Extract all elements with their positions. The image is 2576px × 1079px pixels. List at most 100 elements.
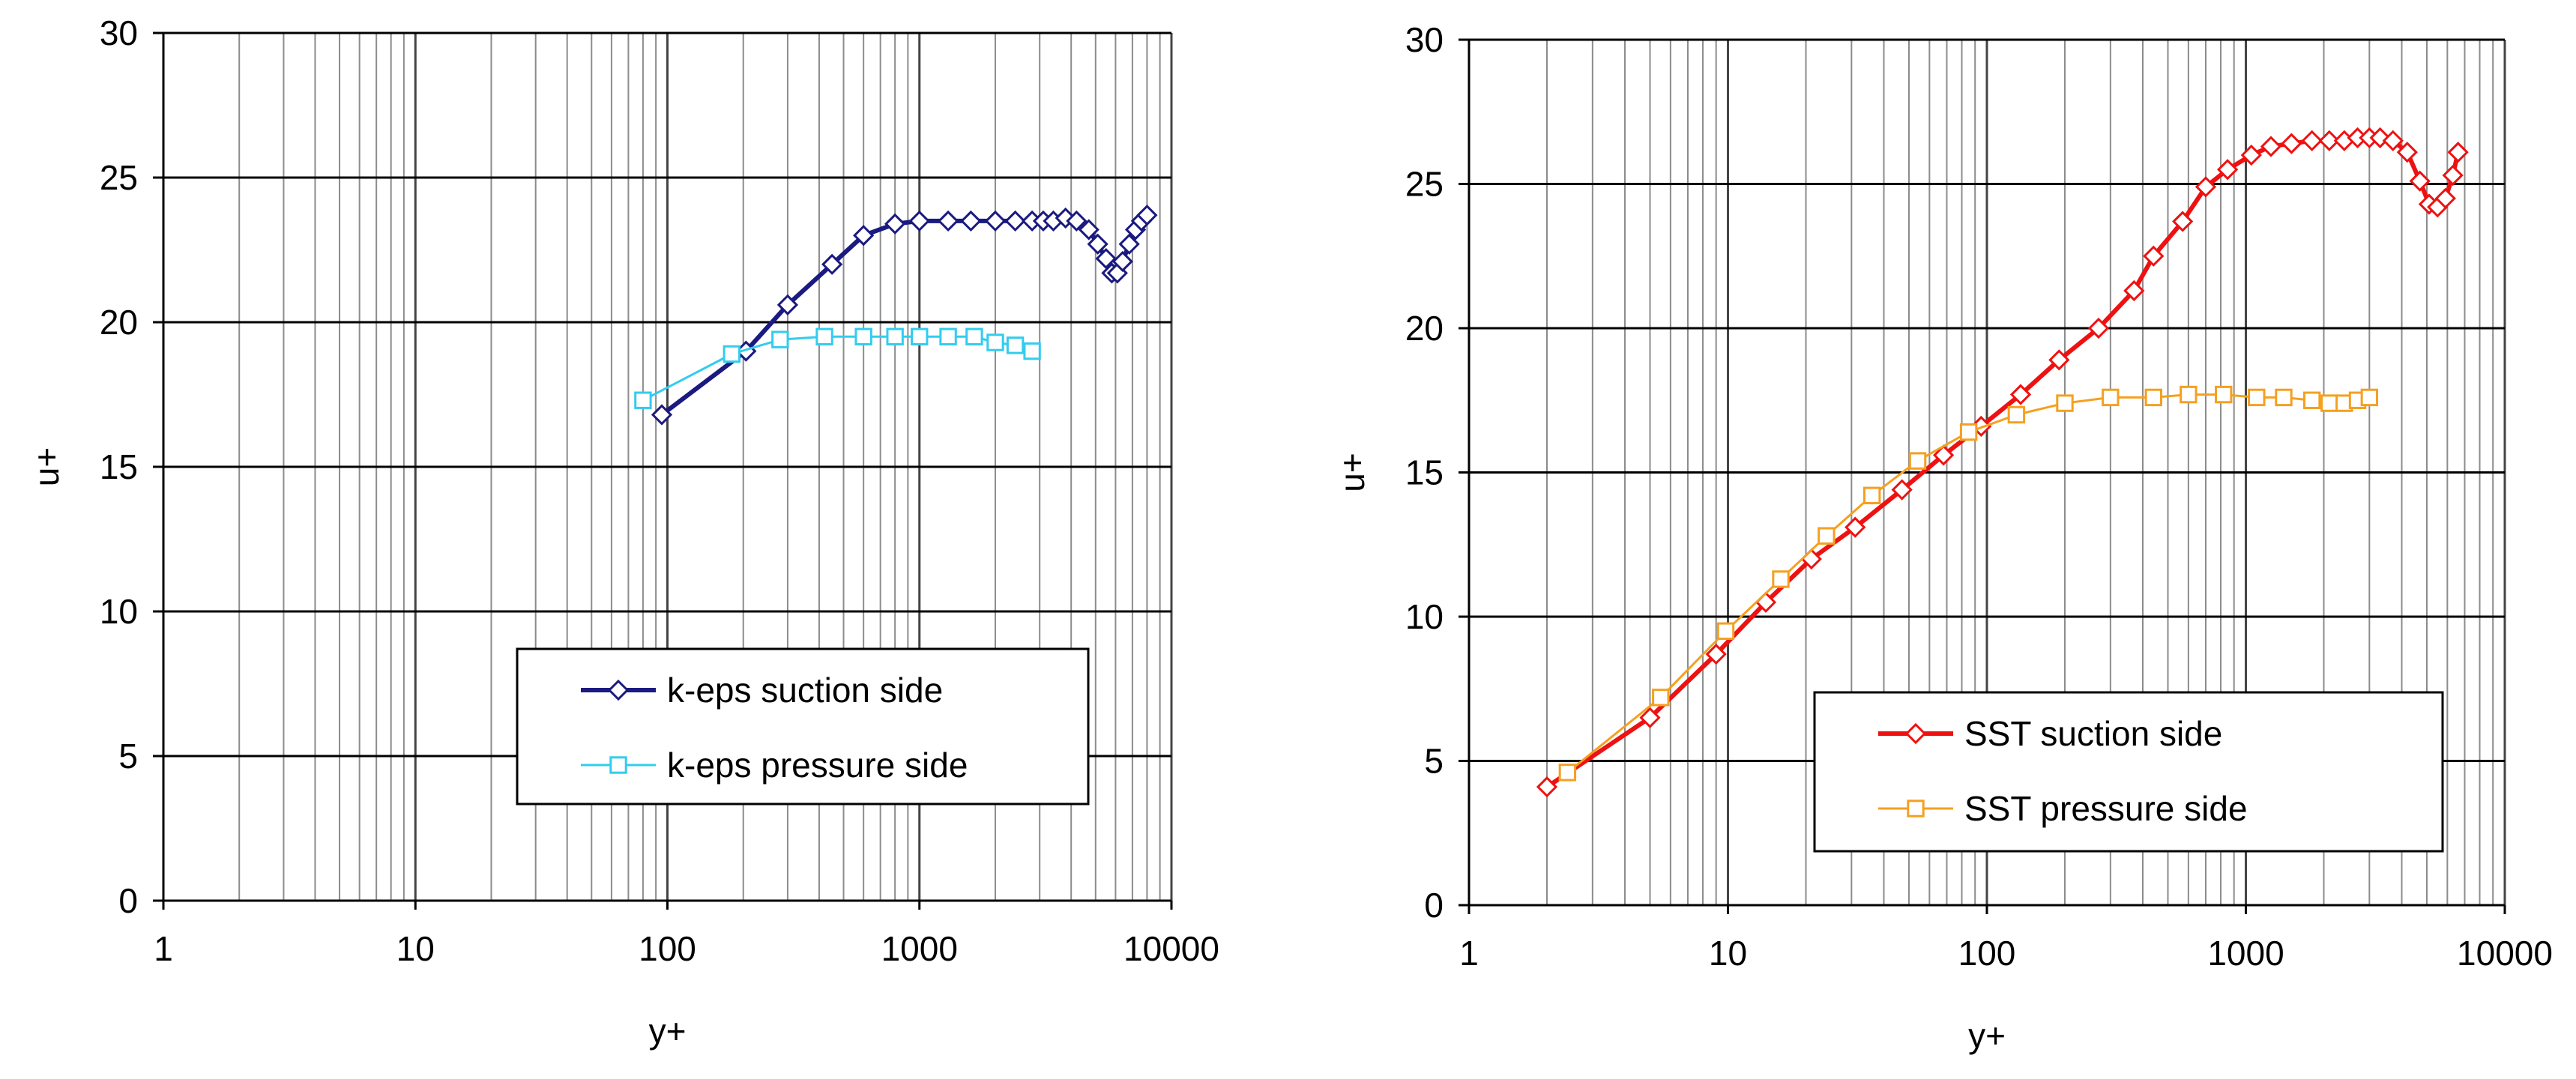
chart-2: 0 5 10 15 20 25 30 1 10 100 1000 10000 y+ u+ SST sucti… bbox=[1333, 20, 2553, 1055]
data-point bbox=[2318, 130, 2340, 151]
x-axis-label: y+ bbox=[1968, 1016, 2006, 1055]
data-point bbox=[911, 327, 929, 346]
data-point bbox=[1095, 247, 1117, 270]
data-point bbox=[1066, 210, 1088, 232]
x-tick-label: 100 bbox=[639, 929, 696, 968]
data-point bbox=[2048, 349, 2070, 371]
series-2 bbox=[634, 327, 1041, 409]
data-point bbox=[815, 327, 833, 346]
data-point bbox=[1536, 776, 1558, 798]
data-point bbox=[2442, 164, 2464, 187]
data-point bbox=[884, 213, 906, 235]
series-1 bbox=[1536, 127, 2469, 798]
x-tick-label: 1000 bbox=[2207, 934, 2284, 973]
legend-swatch-marker bbox=[609, 756, 627, 774]
data-point bbox=[2180, 385, 2198, 404]
data-point bbox=[1959, 423, 1978, 441]
data-point bbox=[1933, 444, 1955, 466]
legend-label: k-eps pressure side bbox=[667, 746, 968, 785]
data-point bbox=[1891, 479, 1913, 501]
data-point bbox=[1078, 219, 1100, 241]
y-tick-label: 0 bbox=[1424, 886, 1444, 925]
data-point bbox=[1118, 233, 1140, 255]
data-point bbox=[2396, 142, 2418, 163]
data-point bbox=[1006, 336, 1025, 354]
y-tick-label: 10 bbox=[1405, 597, 1444, 636]
data-point bbox=[1818, 527, 1836, 545]
legend-box bbox=[1813, 691, 2444, 853]
y-tick-label: 25 bbox=[1405, 165, 1444, 204]
data-point bbox=[854, 327, 872, 346]
data-point bbox=[886, 327, 904, 346]
data-point bbox=[2447, 142, 2469, 163]
data-point bbox=[1652, 689, 1670, 707]
data-point bbox=[1004, 210, 1026, 232]
data-point bbox=[1844, 516, 1866, 538]
data-point bbox=[986, 333, 1004, 351]
legend: SST suction side SST pressure side bbox=[1813, 691, 2444, 853]
data-point bbox=[2360, 388, 2379, 407]
data-point bbox=[2102, 388, 2120, 407]
x-tick-label: 10000 bbox=[2457, 934, 2553, 973]
y-tick-label: 15 bbox=[100, 447, 138, 486]
x-tick-label: 10 bbox=[396, 929, 435, 968]
data-point bbox=[2409, 170, 2431, 192]
data-point bbox=[2281, 133, 2302, 154]
data-point bbox=[960, 210, 982, 232]
data-point bbox=[1136, 205, 1158, 226]
y-tick-label: 20 bbox=[100, 303, 138, 342]
data-point bbox=[2143, 245, 2165, 267]
legend-box bbox=[516, 647, 1090, 806]
series-line bbox=[642, 335, 1033, 402]
data-point bbox=[1705, 643, 1727, 665]
data-point bbox=[1111, 250, 1133, 273]
x-tick-label: 1000 bbox=[881, 929, 958, 968]
x-tick-label: 10 bbox=[1709, 934, 1747, 973]
legend-label: SST pressure side bbox=[1964, 789, 2248, 828]
y-tick-label: 30 bbox=[100, 13, 138, 52]
legend-label: k-eps suction side bbox=[667, 671, 943, 710]
data-point bbox=[2248, 388, 2266, 407]
data-point bbox=[634, 391, 652, 409]
data-point bbox=[2216, 159, 2239, 181]
data-point bbox=[776, 294, 799, 315]
data-point bbox=[2144, 388, 2163, 407]
legend: k-eps suction side k-eps pressure side bbox=[516, 647, 1090, 806]
y-tick-label: 25 bbox=[100, 158, 138, 197]
y-tick-label: 15 bbox=[1405, 453, 1444, 492]
x-axis-label: y+ bbox=[649, 1012, 687, 1051]
data-point bbox=[965, 327, 983, 346]
x-tick-label: 100 bbox=[1958, 934, 2016, 973]
y-tick-label: 20 bbox=[1405, 309, 1444, 348]
y-tick-label: 0 bbox=[118, 881, 138, 920]
data-point bbox=[2240, 144, 2262, 166]
data-point bbox=[1716, 622, 1735, 640]
data-point bbox=[2302, 391, 2321, 409]
legend-label: SST suction side bbox=[1964, 714, 2222, 753]
y-tick-label: 5 bbox=[1424, 742, 1444, 781]
data-point bbox=[723, 345, 741, 363]
legend-swatch-marker bbox=[1904, 722, 1927, 745]
series-line bbox=[660, 214, 1149, 417]
data-point bbox=[1639, 707, 1661, 728]
data-point bbox=[853, 225, 875, 247]
data-point bbox=[939, 327, 957, 346]
data-point bbox=[771, 330, 789, 348]
data-point bbox=[1772, 570, 1790, 588]
data-point bbox=[2382, 130, 2404, 151]
data-point bbox=[2172, 211, 2194, 232]
legend-swatch-marker bbox=[1907, 800, 1925, 817]
data-point bbox=[2260, 136, 2282, 157]
data-point bbox=[1863, 486, 1881, 504]
data-point bbox=[1023, 342, 1041, 360]
series-2 bbox=[1558, 385, 2379, 782]
data-point bbox=[937, 210, 959, 232]
y-tick-label: 10 bbox=[100, 592, 138, 631]
data-point bbox=[2056, 394, 2074, 412]
data-point bbox=[2195, 176, 2217, 198]
data-point bbox=[2275, 388, 2293, 407]
y-tick-label: 30 bbox=[1405, 20, 1444, 59]
data-point bbox=[821, 253, 843, 275]
data-point bbox=[2320, 394, 2338, 412]
